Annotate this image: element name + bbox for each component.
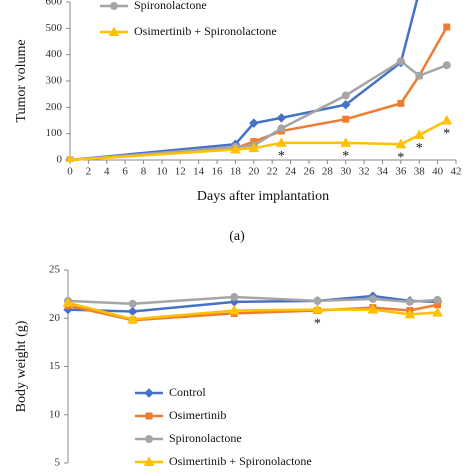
marker [397,99,405,107]
x-tick-label: 12 [175,166,186,178]
marker [276,113,287,123]
caption: (a) [229,229,245,244]
x-tick-label: 38 [414,166,426,178]
legend-marker [108,26,120,36]
x-tick-label: 42 [451,166,462,178]
x-tick-label: 14 [193,166,205,178]
x-tick-label: 26 [303,166,315,178]
x-tick-label: 16 [212,166,224,178]
marker [432,306,443,317]
marker [276,137,287,147]
x-tick-label: 0 [67,166,73,178]
x-tick-label: 28 [322,166,334,178]
marker [313,296,322,305]
marker [341,91,350,100]
series-line [69,26,448,162]
y-axis-label: Tumor volume [14,39,29,122]
marker [128,299,137,308]
y-tick-label: 0 [57,154,63,166]
x-tick-label: 34 [377,166,389,178]
legend-label: Osimertinib + Spironolactone [169,454,312,468]
legend-label: Osimertinib [169,408,226,422]
plot [65,0,453,162]
marker [65,154,75,162]
legend-label: Control [169,385,206,399]
marker [62,297,74,307]
y-tick-label: 600 [46,0,63,8]
x-tick-label: 32 [359,166,370,178]
y-tick-label: 300 [46,75,63,87]
y-tick-label: 20 [49,312,61,324]
y-tick-label: 15 [49,360,61,372]
y-tick-label: 10 [49,408,61,420]
marker [404,308,416,319]
x-tick-label: 22 [267,166,278,178]
legend-label: Osimertinib + Spironolactone [134,24,277,38]
marker [277,124,286,133]
x-tick-label: 10 [156,166,168,178]
legend-marker [145,435,153,443]
y-tick-label: 500 [46,22,63,34]
marker [312,304,323,314]
marker [413,129,425,139]
annotation: * [314,317,321,332]
marker [127,313,139,324]
legend-label: Spironolactone [169,431,242,445]
y-tick-label: 5 [55,457,61,469]
annotation: * [416,141,423,156]
x-axis-label: Days after implantation [197,189,329,204]
annotation: * [443,127,450,142]
marker [395,138,407,149]
x-tick-label: 30 [340,166,352,178]
x-tick-label: 6 [122,166,128,178]
x-tick-label: 24 [285,166,297,178]
legend-marker [145,412,153,420]
marker [368,294,377,303]
marker [228,305,240,315]
y-tick-label: 25 [49,264,61,276]
plot [62,291,443,324]
y-tick-label: 200 [46,101,63,113]
marker [248,142,260,153]
marker [415,71,424,80]
x-tick-label: 18 [230,166,242,178]
legend-marker [143,456,155,466]
legend-marker [144,388,154,398]
marker [230,143,241,154]
y-axis-label: Body weight (g) [14,320,29,412]
x-tick-label: 40 [432,166,444,178]
marker [340,137,352,147]
marker [443,23,451,31]
x-tick-label: 8 [141,166,147,178]
marker [230,293,239,302]
legend-marker [110,2,118,10]
annotation: * [342,149,349,164]
marker [249,118,259,128]
marker [405,297,414,306]
marker [396,57,405,66]
annotation: * [278,149,285,164]
x-tick-label: 36 [395,166,407,178]
legend-label: Spironolactone [134,0,207,12]
x-tick-label: 2 [86,166,92,178]
annotation: * [397,150,404,165]
y-tick-label: 100 [46,127,63,139]
x-tick-label: 20 [248,166,260,178]
y-tick-label: 400 [46,48,63,60]
marker [442,61,451,70]
marker [342,115,350,123]
marker [433,295,442,304]
x-tick-label: 4 [104,166,110,178]
marker [341,99,351,110]
marker [441,114,453,125]
marker [367,304,379,314]
